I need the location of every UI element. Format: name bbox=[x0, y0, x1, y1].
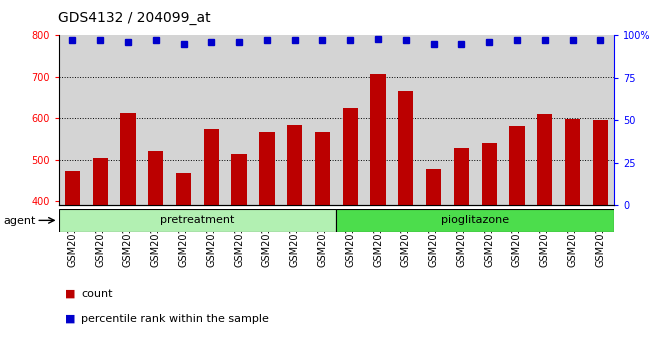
Bar bbox=[426, 169, 441, 354]
Bar bbox=[231, 154, 247, 354]
Bar bbox=[343, 108, 358, 354]
Text: count: count bbox=[81, 289, 112, 299]
Bar bbox=[565, 119, 580, 354]
Text: percentile rank within the sample: percentile rank within the sample bbox=[81, 314, 269, 324]
Text: pioglitazone: pioglitazone bbox=[441, 215, 510, 225]
Bar bbox=[148, 152, 163, 354]
Bar bbox=[510, 126, 525, 354]
Text: pretreatment: pretreatment bbox=[161, 215, 235, 225]
Bar bbox=[315, 132, 330, 354]
Bar bbox=[398, 91, 413, 354]
Bar bbox=[337, 209, 614, 232]
Bar bbox=[58, 209, 337, 232]
Bar bbox=[482, 143, 497, 354]
Bar bbox=[120, 113, 136, 354]
Bar bbox=[259, 132, 274, 354]
Bar bbox=[176, 173, 191, 354]
Bar bbox=[537, 114, 552, 354]
Text: ■: ■ bbox=[65, 289, 75, 299]
Text: ■: ■ bbox=[65, 314, 75, 324]
Text: agent: agent bbox=[3, 216, 36, 226]
Bar bbox=[593, 120, 608, 354]
Bar bbox=[370, 74, 385, 354]
Bar bbox=[454, 148, 469, 354]
Bar bbox=[287, 125, 302, 354]
Bar bbox=[203, 129, 219, 354]
Text: GDS4132 / 204099_at: GDS4132 / 204099_at bbox=[58, 11, 211, 25]
Bar bbox=[92, 159, 108, 354]
Bar bbox=[65, 171, 80, 354]
